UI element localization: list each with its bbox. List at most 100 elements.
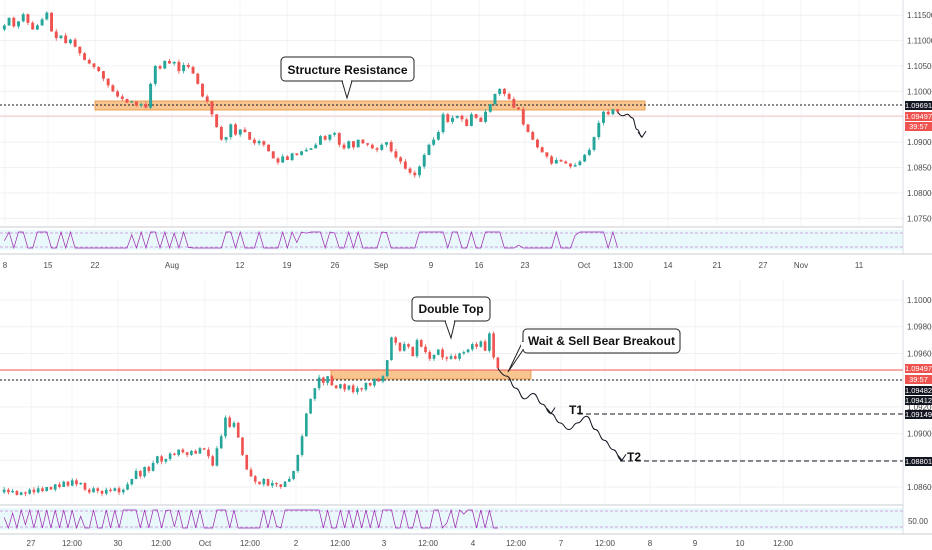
candle bbox=[521, 106, 525, 126]
x-tick-label: 3 bbox=[382, 539, 387, 548]
y-tick-label: 1.11000 bbox=[907, 37, 932, 46]
candle bbox=[205, 94, 209, 104]
candle bbox=[535, 138, 539, 149]
candle bbox=[194, 449, 197, 454]
candle bbox=[403, 159, 407, 170]
y-tick-label: 1.08500 bbox=[907, 164, 932, 173]
candle bbox=[45, 11, 49, 21]
candle bbox=[377, 377, 381, 382]
candle bbox=[441, 112, 445, 135]
candle bbox=[398, 342, 402, 353]
candle bbox=[323, 134, 327, 141]
bottom-support-zone[interactable] bbox=[330, 369, 532, 380]
candle bbox=[333, 131, 337, 137]
candle bbox=[24, 491, 27, 497]
candle bbox=[465, 117, 469, 127]
candle bbox=[186, 62, 190, 69]
candle bbox=[389, 140, 393, 153]
candle bbox=[436, 349, 440, 356]
y-tick-label: 1.09000 bbox=[907, 138, 932, 147]
candle bbox=[75, 478, 78, 487]
y-tick-label: 1.07500 bbox=[907, 214, 932, 223]
candle bbox=[337, 132, 341, 148]
candle bbox=[484, 109, 488, 124]
candle bbox=[394, 148, 398, 160]
candle bbox=[483, 339, 487, 351]
candle bbox=[121, 488, 125, 495]
candle bbox=[182, 62, 186, 74]
candle bbox=[139, 470, 142, 479]
candle bbox=[550, 155, 554, 166]
top-tag-last: 1.09497 bbox=[905, 112, 932, 121]
candle bbox=[309, 147, 313, 150]
x-tick-label: 2 bbox=[294, 539, 299, 548]
candle bbox=[106, 78, 110, 88]
candle bbox=[380, 143, 384, 151]
candle bbox=[498, 88, 502, 96]
candle bbox=[15, 489, 19, 496]
x-tick-label: Nov bbox=[794, 261, 808, 270]
candle bbox=[493, 93, 497, 106]
candle bbox=[347, 140, 351, 150]
candle bbox=[144, 101, 148, 109]
candle bbox=[385, 141, 388, 148]
top-time-axis[interactable]: 8 15 22 Aug 12 19 26 Sep 9 16 23 Oct 13:00 14 21 27 Nov 1… bbox=[3, 261, 864, 270]
candle bbox=[229, 123, 233, 140]
x-tick-label: 12:00 bbox=[506, 539, 527, 548]
candle bbox=[351, 140, 355, 150]
candle bbox=[35, 24, 39, 31]
candle bbox=[92, 63, 96, 70]
candle bbox=[101, 70, 105, 82]
candle bbox=[411, 346, 415, 357]
candle bbox=[368, 382, 372, 387]
candle bbox=[330, 374, 334, 386]
candle bbox=[32, 487, 36, 495]
bottom-time-axis[interactable]: 27 12:00 30 12:00 Oct 12:00 2 12:00 3 12:00 4 12:00… bbox=[27, 539, 794, 548]
candle bbox=[45, 486, 49, 492]
bottom-tag-t1: 1.09149 bbox=[905, 410, 932, 419]
target-t2[interactable]: T2 bbox=[620, 450, 903, 464]
candle bbox=[432, 137, 436, 147]
candle bbox=[117, 486, 121, 495]
target-t2-label: T2 bbox=[627, 450, 641, 464]
candle bbox=[419, 338, 423, 348]
candle bbox=[322, 376, 325, 386]
x-tick-label: 26 bbox=[331, 261, 340, 270]
candle bbox=[73, 37, 77, 48]
x-tick-label: 9 bbox=[693, 539, 698, 548]
candle bbox=[134, 468, 138, 480]
top-chart-panel: Structure Resistance 1.11500 1.11000 1.105… bbox=[0, 0, 932, 270]
candle bbox=[517, 106, 521, 111]
candle bbox=[407, 343, 410, 349]
candle bbox=[262, 478, 266, 487]
candle bbox=[270, 480, 274, 489]
candle bbox=[54, 28, 58, 41]
candle bbox=[50, 12, 53, 32]
top-callout-structure-resistance: Structure Resistance bbox=[280, 56, 415, 100]
candle bbox=[258, 481, 261, 485]
candle bbox=[19, 491, 23, 496]
y-tick-label: 1.09000 bbox=[907, 430, 932, 439]
x-tick-label: 8 bbox=[648, 539, 653, 548]
candle bbox=[143, 466, 146, 478]
candle bbox=[164, 458, 168, 464]
candle bbox=[488, 104, 492, 113]
candle bbox=[453, 354, 457, 360]
x-tick-label: 12:00 bbox=[330, 539, 351, 548]
candle bbox=[97, 66, 101, 73]
candle bbox=[296, 454, 300, 473]
candle bbox=[172, 61, 176, 66]
candle bbox=[466, 348, 470, 353]
candle bbox=[578, 160, 582, 166]
candle bbox=[68, 38, 72, 45]
candle bbox=[215, 114, 219, 128]
candle bbox=[304, 147, 308, 152]
target-t1[interactable]: T1 bbox=[569, 403, 903, 417]
candle bbox=[249, 467, 253, 478]
candle bbox=[432, 354, 436, 362]
candle bbox=[559, 158, 563, 163]
candle bbox=[238, 129, 242, 137]
candle bbox=[428, 349, 432, 362]
candle bbox=[234, 122, 237, 136]
